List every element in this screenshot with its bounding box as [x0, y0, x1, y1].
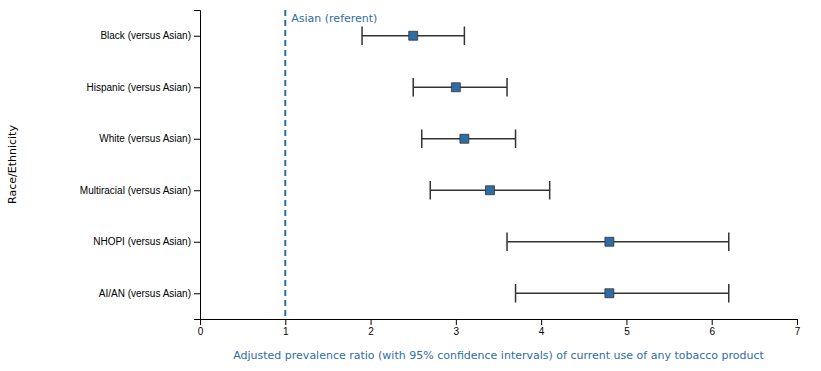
reference-line: [284, 10, 286, 319]
x-tick: 7: [795, 319, 801, 337]
error-bar-row: [430, 181, 549, 200]
point-estimate: [451, 83, 460, 92]
x-axis: 0 1 2 3 4 5 6 7: [198, 319, 801, 337]
x-tick: 5: [624, 319, 630, 337]
error-bar: [507, 241, 729, 243]
x-tick-mark: [626, 319, 627, 325]
x-tick-mark: [371, 319, 372, 325]
point-estimate: [409, 31, 418, 40]
x-tick: 0: [198, 319, 204, 337]
marks: [285, 10, 728, 319]
error-cap-upper: [728, 232, 730, 251]
point-estimate: [460, 134, 469, 143]
x-tick-label: 2: [368, 326, 374, 337]
error-bar-row: [422, 129, 516, 148]
x-axis-line: [201, 320, 798, 326]
y-tick-mark: [194, 293, 200, 294]
x-tick-mark: [456, 319, 457, 325]
error-bar: [516, 293, 729, 295]
y-tick: Multiracial (versus Asian): [80, 185, 200, 196]
error-cap-upper: [549, 181, 551, 200]
x-tick-mark: [797, 319, 798, 325]
x-tick-mark: [285, 319, 286, 325]
x-tick-label: 6: [709, 326, 715, 337]
y-tick: White (versus Asian): [99, 133, 200, 144]
point-estimate: [605, 289, 614, 298]
error-bar-row: [362, 26, 464, 45]
y-tick: AI/AN (versus Asian): [99, 288, 200, 299]
y-tick-label: Black (versus Asian): [100, 30, 191, 41]
x-tick: 2: [368, 319, 374, 337]
error-cap-lower: [506, 232, 508, 251]
y-tick-label: NHOPI (versus Asian): [93, 236, 191, 247]
y-axis: Black (versus Asian) Hispanic (versus Asi…: [80, 11, 201, 320]
error-cap-upper: [728, 284, 730, 303]
y-tick-label: AI/AN (versus Asian): [99, 288, 191, 299]
error-cap-upper: [515, 129, 517, 148]
x-tick-label: 0: [198, 326, 204, 337]
error-cap-lower: [421, 129, 423, 148]
error-bar-row: [413, 78, 507, 97]
error-bar-row: [507, 232, 729, 251]
error-bar-row: [516, 284, 729, 303]
y-tick: Black (versus Asian): [100, 30, 200, 41]
x-tick-label: 5: [624, 326, 630, 337]
y-tick-label: White (versus Asian): [99, 133, 191, 144]
error-cap-upper: [464, 26, 466, 45]
x-tick-label: 4: [539, 326, 545, 337]
x-tick-label: 1: [283, 326, 289, 337]
y-tick-mark: [194, 190, 200, 191]
chart: 0 1 2 3 4 5 6 7 Black (versus Asian) Hispanic (ve…: [0, 0, 821, 371]
y-tick: Hispanic (versus Asian): [87, 82, 200, 93]
x-tick: 6: [709, 319, 715, 337]
y-tick-label: Multiracial (versus Asian): [80, 185, 191, 196]
point-estimate: [485, 186, 494, 195]
error-cap-upper: [506, 78, 508, 97]
x-axis-title: Adjusted prevalence ratio (with 95% conf…: [233, 349, 764, 362]
plot: 0 1 2 3 4 5 6 7 Black (versus Asian) Hispanic (ve…: [80, 10, 801, 337]
y-axis-line: [194, 11, 201, 320]
x-tick: 1: [283, 319, 289, 337]
x-tick-mark: [712, 319, 713, 325]
x-tick-label: 7: [795, 326, 801, 337]
y-tick: NHOPI (versus Asian): [93, 236, 200, 247]
y-tick-mark: [194, 139, 200, 140]
y-tick-mark: [194, 87, 200, 88]
y-tick-mark: [194, 36, 200, 37]
y-axis-title: Race/Ethnicity: [6, 125, 19, 204]
reference-label: Asian (referent): [291, 12, 377, 25]
error-cap-lower: [515, 284, 517, 303]
x-tick-label: 3: [454, 326, 460, 337]
error-cap-lower: [412, 78, 414, 97]
x-tick: 4: [539, 319, 545, 337]
y-tick-mark: [194, 242, 200, 243]
x-tick: 3: [454, 319, 460, 337]
error-cap-lower: [361, 26, 363, 45]
y-tick-label: Hispanic (versus Asian): [87, 82, 191, 93]
point-estimate: [605, 237, 614, 246]
x-tick-mark: [541, 319, 542, 325]
error-cap-lower: [430, 181, 432, 200]
